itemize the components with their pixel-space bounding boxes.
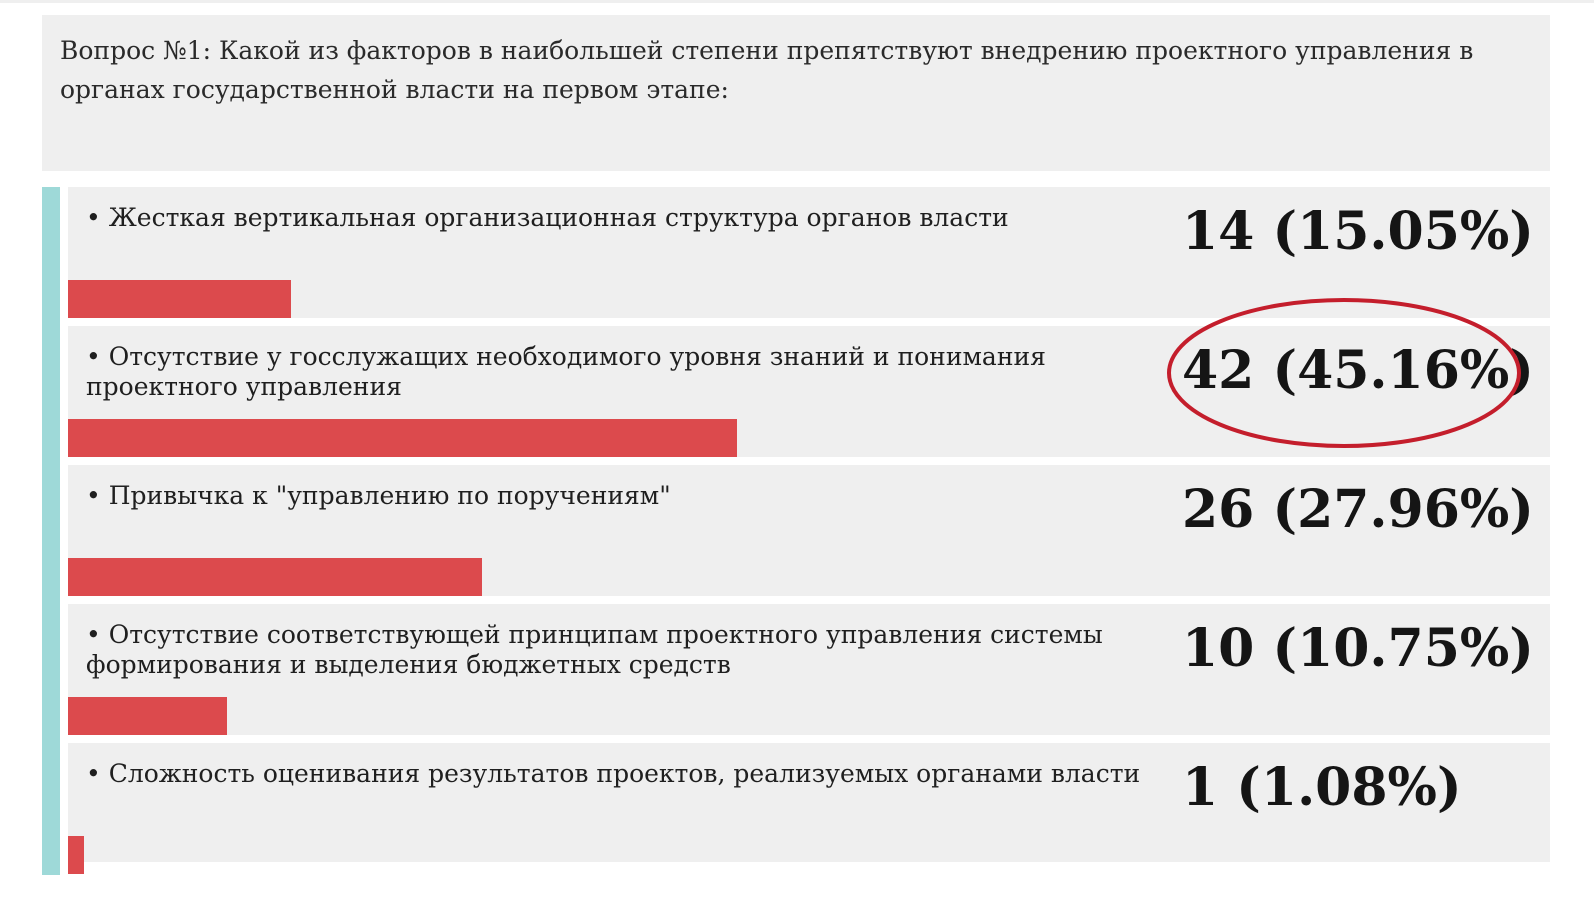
option-bar [68,836,84,874]
accent-bar [42,187,60,875]
option-label: • Привычка к "управлению по поручениям" [86,481,671,510]
option-row: • Отсутствие соответствующей принципам п… [68,604,1550,735]
option-row: • Сложность оценивания результатов проек… [68,743,1550,874]
option-bar [68,280,291,318]
option-value-label: 26 (27.96%) [1182,479,1534,540]
option-bar [68,419,737,457]
question-text: Вопрос №1: Какой из факторов в наибольше… [60,36,1474,104]
option-bar [68,558,482,596]
option-row: • Привычка к "управлению по поручениям" 2… [68,465,1550,596]
option-row: • Отсутствие у госслужащих необходимого … [68,326,1550,457]
option-label: • Сложность оценивания результатов проек… [86,759,1141,788]
option-value-label: 42 (45.16%) [1182,340,1534,401]
question-panel: Вопрос №1: Какой из факторов в наибольше… [42,15,1550,171]
option-value-label: 14 (15.05%) [1182,201,1534,262]
option-bar [68,697,227,735]
option-label: • Отсутствие у госслужащих необходимого … [86,342,1046,401]
option-value-label: 10 (10.75%) [1182,618,1534,679]
top-divider [0,0,1594,3]
option-label: • Отсутствие соответствующей принципам п… [86,620,1103,679]
option-value-label: 1 (1.08%) [1182,757,1462,818]
option-label: • Жесткая вертикальная организационная с… [86,203,1009,232]
option-row: • Жесткая вертикальная организационная с… [68,187,1550,318]
